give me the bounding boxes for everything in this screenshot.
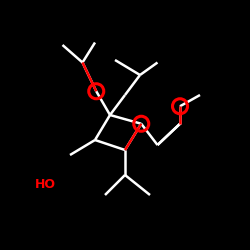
Text: HO: HO (34, 178, 56, 192)
